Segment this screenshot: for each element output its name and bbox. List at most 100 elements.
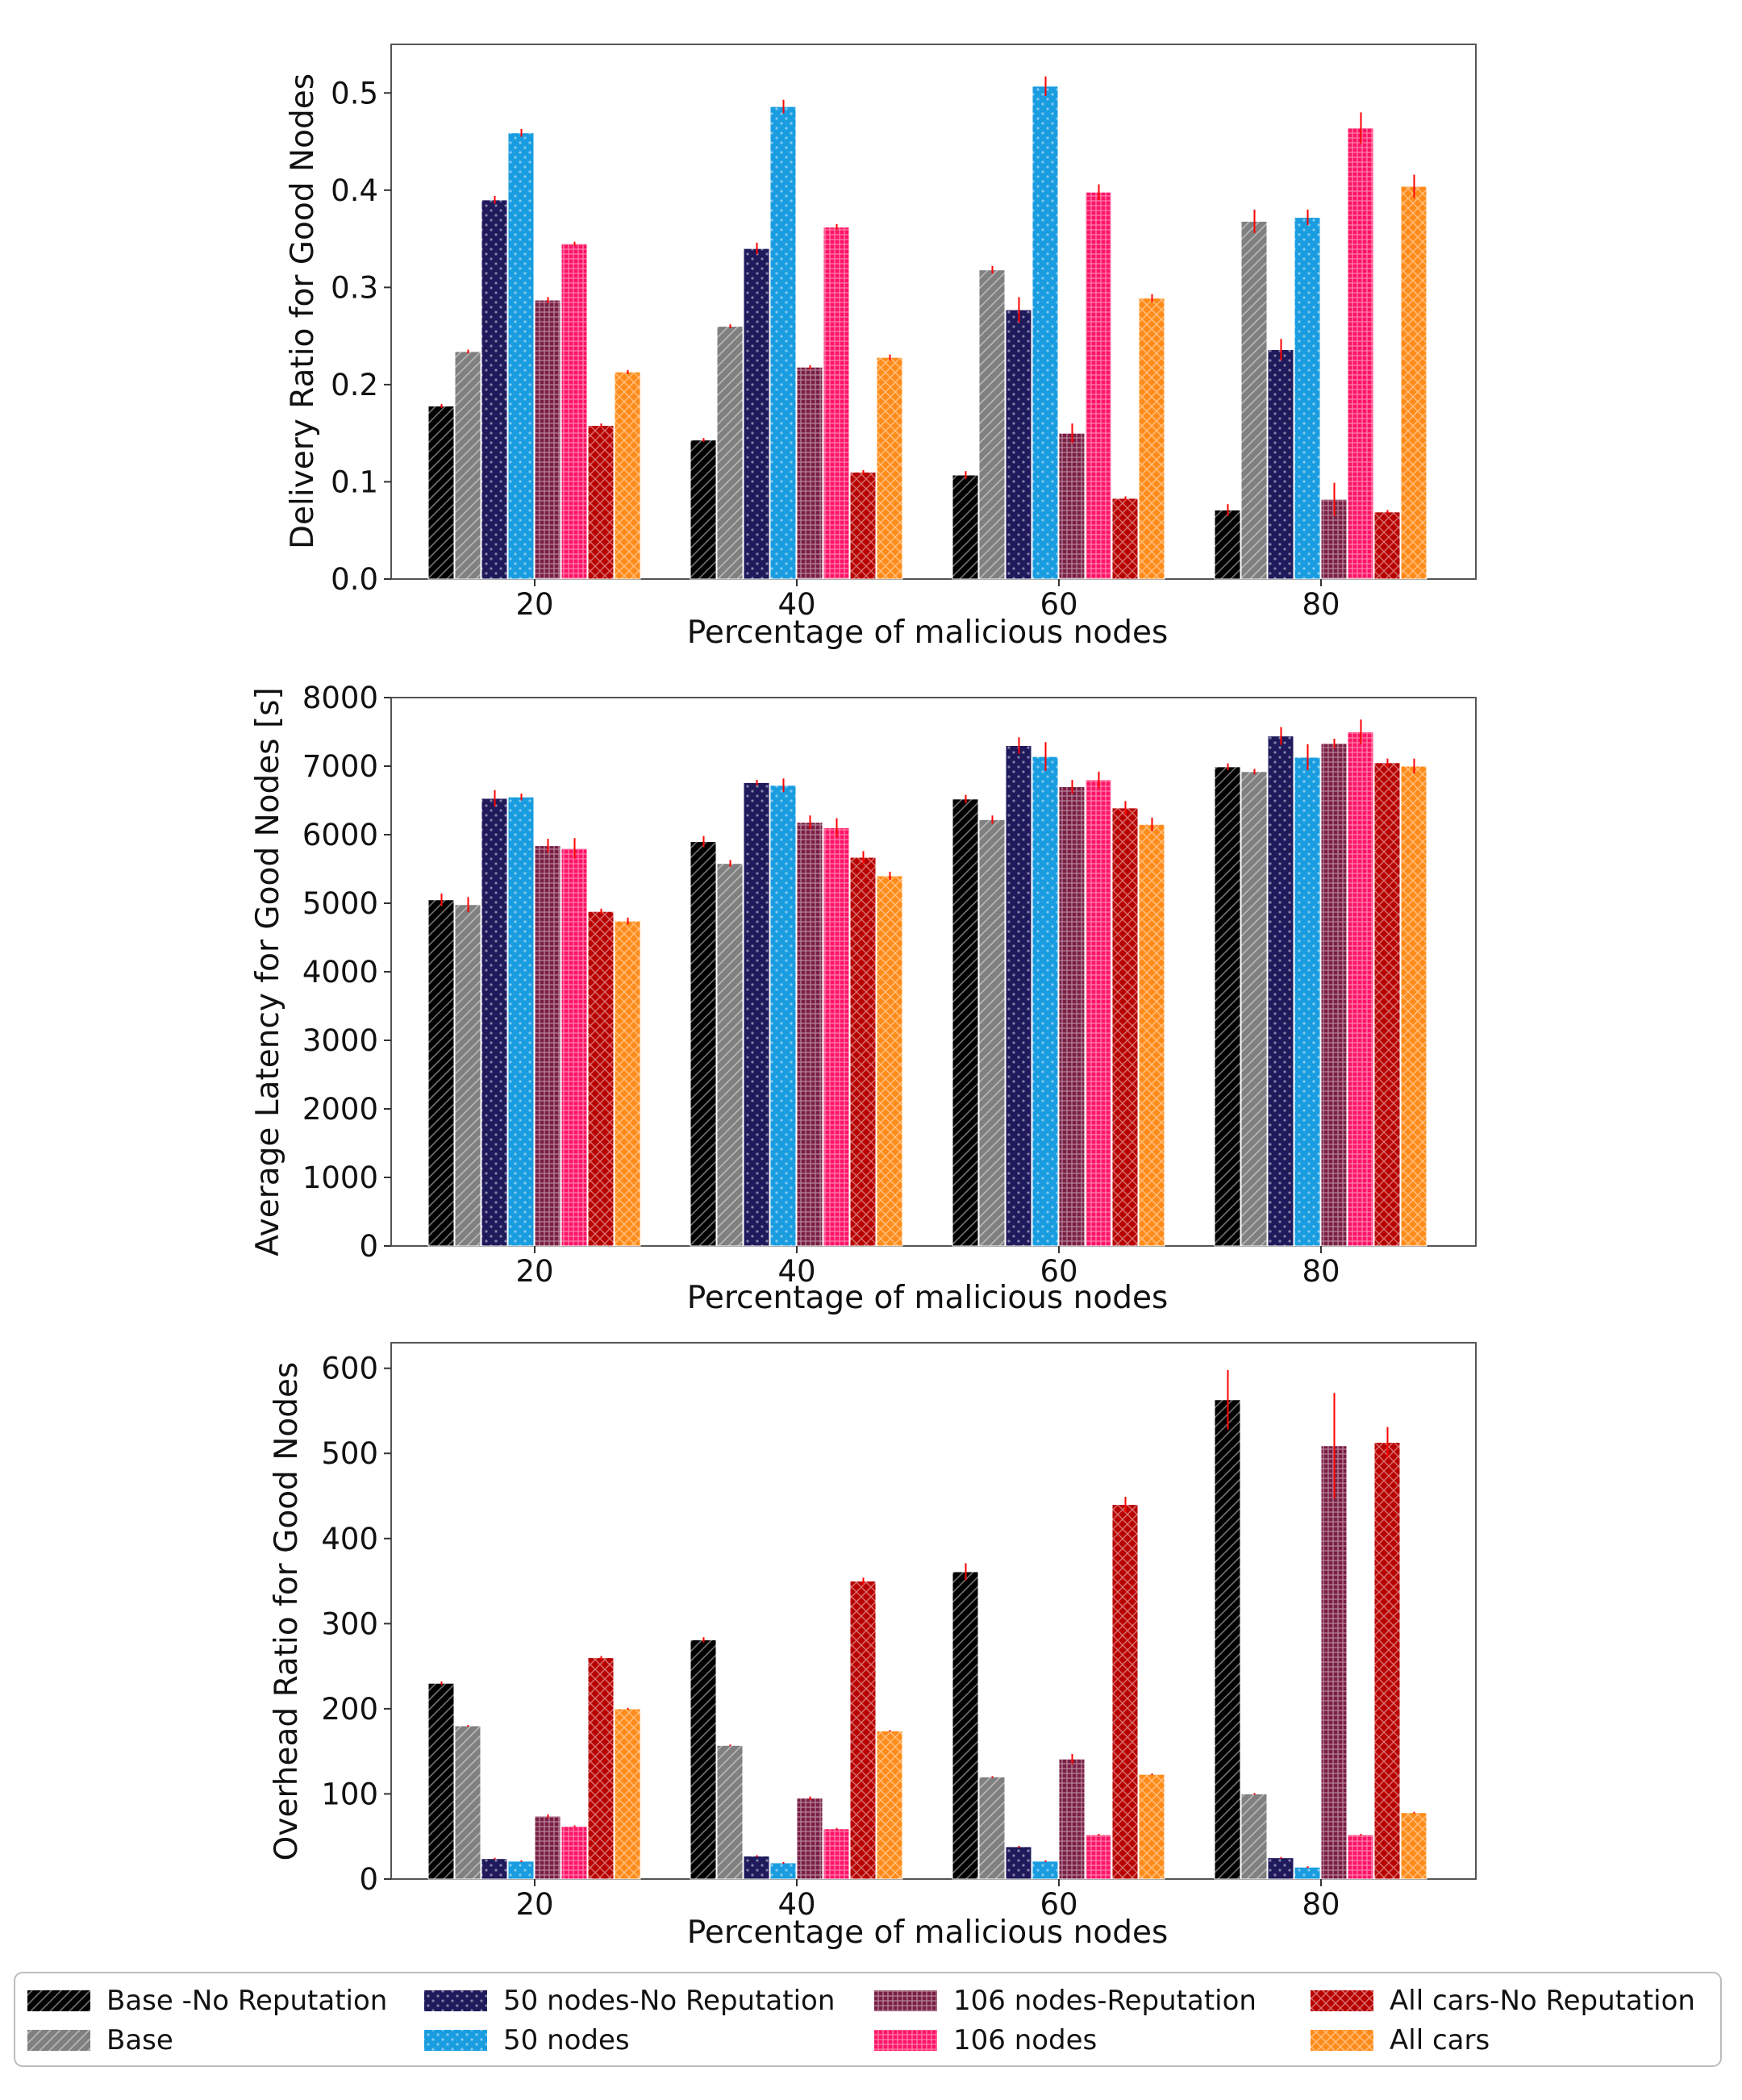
bar-all-cars-no-reputation-60 [1111,807,1139,1247]
bar-106-nodes-reputation-60 [1058,1758,1086,1880]
legend-swatch-106-nodes-reputation [874,1990,937,2011]
bar-base-20 [454,904,481,1247]
bar-base-80 [1240,220,1268,580]
bar-106-nodes-reputation-80 [1320,1445,1348,1880]
bar-all-cars-20 [614,371,641,580]
bar-50-nodes-no-reputation-60 [1005,745,1032,1247]
y-tick-label: 0 [359,1229,378,1264]
bar-all-cars-no-reputation-20 [587,1657,615,1880]
bar-106-nodes-20 [561,243,588,580]
bar-base-no-reputation-40 [690,1639,717,1880]
bar-base-no-reputation-80 [1214,766,1241,1247]
bar-106-nodes-reputation-20 [534,845,561,1247]
bar-50-nodes-80 [1294,756,1321,1247]
legend-label-106-nodes: 106 nodes [953,2024,1097,2056]
bar-50-nodes-80 [1294,217,1321,580]
bar-all-cars-80 [1400,1812,1427,1880]
x-axis-label: Percentage of malicious nodes [687,615,1169,651]
x-tick-label: 60 [1040,1887,1077,1922]
y-axis-label: Overhead Ratio for Good Nodes [269,1362,305,1861]
x-tick-label: 60 [1040,587,1077,622]
bar-all-cars-20 [614,1708,641,1880]
bar-106-nodes-reputation-40 [796,1798,823,1880]
bar-base-no-reputation-80 [1214,1399,1241,1880]
bar-base-40 [716,863,744,1247]
bar-base-no-reputation-40 [690,841,717,1247]
bar-50-nodes-60 [1031,756,1059,1247]
x-axis-label: Percentage of malicious nodes [687,1915,1169,1951]
bar-50-nodes-no-reputation-20 [481,199,508,580]
y-axis-label: Delivery Ratio for Good Nodes [285,73,321,549]
y-tick-label: 5000 [302,886,378,921]
bar-50-nodes-80 [1294,1866,1321,1880]
bar-all-cars-40 [876,875,903,1247]
bar-all-cars-80 [1400,185,1427,580]
bar-106-nodes-reputation-60 [1058,432,1086,580]
legend-swatch-base-no-reputation [27,1990,90,2011]
bar-50-nodes-no-reputation-40 [743,781,770,1247]
bar-base-60 [978,819,1006,1247]
bar-base-no-reputation-60 [952,1571,979,1880]
bar-50-nodes-no-reputation-80 [1267,349,1294,580]
bar-all-cars-60 [1138,298,1165,580]
bar-all-cars-40 [876,1730,903,1880]
y-tick-label: 0.2 [331,368,378,402]
legend-label-50-nodes: 50 nodes [503,2024,630,2056]
bar-base-no-reputation-60 [952,798,979,1247]
legend-swatch-all-cars-no-reputation [1311,1990,1373,2011]
bar-106-nodes-40 [823,827,850,1247]
y-tick-label: 0.4 [331,173,378,208]
x-tick-label: 80 [1302,587,1340,622]
y-tick-label: 7000 [302,749,378,784]
bar-106-nodes-60 [1085,1834,1112,1880]
bar-base-no-reputation-80 [1214,509,1241,580]
bar-50-nodes-no-reputation-40 [743,1856,770,1880]
bar-50-nodes-40 [769,785,797,1247]
x-tick-label: 20 [515,1887,553,1922]
x-tick-label: 40 [777,1254,815,1289]
y-tick-label: 1000 [302,1160,378,1195]
bar-106-nodes-reputation-40 [796,366,823,580]
bar-all-cars-no-reputation-60 [1111,498,1139,580]
bar-base-no-reputation-20 [427,1682,455,1880]
bar-base-40 [716,326,744,580]
bar-all-cars-no-reputation-20 [587,425,615,580]
x-tick-label: 80 [1302,1887,1340,1922]
bar-base-no-reputation-40 [690,440,717,580]
legend-label-all-cars: All cars [1390,2024,1490,2056]
bar-all-cars-no-reputation-80 [1373,1442,1401,1880]
bar-106-nodes-80 [1347,731,1374,1247]
legend-swatch-base [27,2030,90,2051]
y-tick-label: 600 [321,1352,378,1386]
delivery-ratio-chart: 0.0 0.1 0.2 0.3 0.4 0.5 20 40 60 80 Delivery Rat… [285,44,1477,651]
y-tick-label: 0.3 [331,270,378,305]
bar-all-cars-no-reputation-60 [1111,1504,1139,1880]
bar-50-nodes-no-reputation-20 [481,1858,508,1880]
plot-area-frame [390,44,1477,580]
bar-50-nodes-20 [507,1860,535,1880]
bar-all-cars-no-reputation-80 [1373,511,1401,580]
bar-all-cars-20 [614,920,641,1247]
legend-label-106-nodes-reputation: 106 nodes-Reputation [953,1985,1256,2017]
bar-base-80 [1240,1793,1268,1880]
y-tick-label: 500 [321,1436,378,1471]
x-tick-label: 20 [515,1254,553,1289]
bar-106-nodes-reputation-20 [534,299,561,580]
y-tick-label: 0.1 [331,465,378,499]
bar-50-nodes-no-reputation-40 [743,248,770,580]
bar-all-cars-no-reputation-40 [849,471,877,580]
bar-all-cars-no-reputation-40 [849,1581,877,1880]
y-tick-label: 0 [359,1862,378,1897]
x-tick-label: 80 [1302,1254,1340,1289]
bar-base-40 [716,1744,744,1880]
x-axis-label: Percentage of malicious nodes [687,1280,1169,1316]
bar-base-60 [978,269,1006,580]
y-tick-label: 2000 [302,1092,378,1127]
legend-label-base: Base [106,2024,173,2056]
y-tick-label: 100 [321,1777,378,1811]
y-tick-label: 0.5 [331,76,378,110]
bar-50-nodes-no-reputation-60 [1005,309,1032,580]
legend-swatch-all-cars [1311,2030,1373,2051]
bar-106-nodes-80 [1347,1834,1374,1880]
